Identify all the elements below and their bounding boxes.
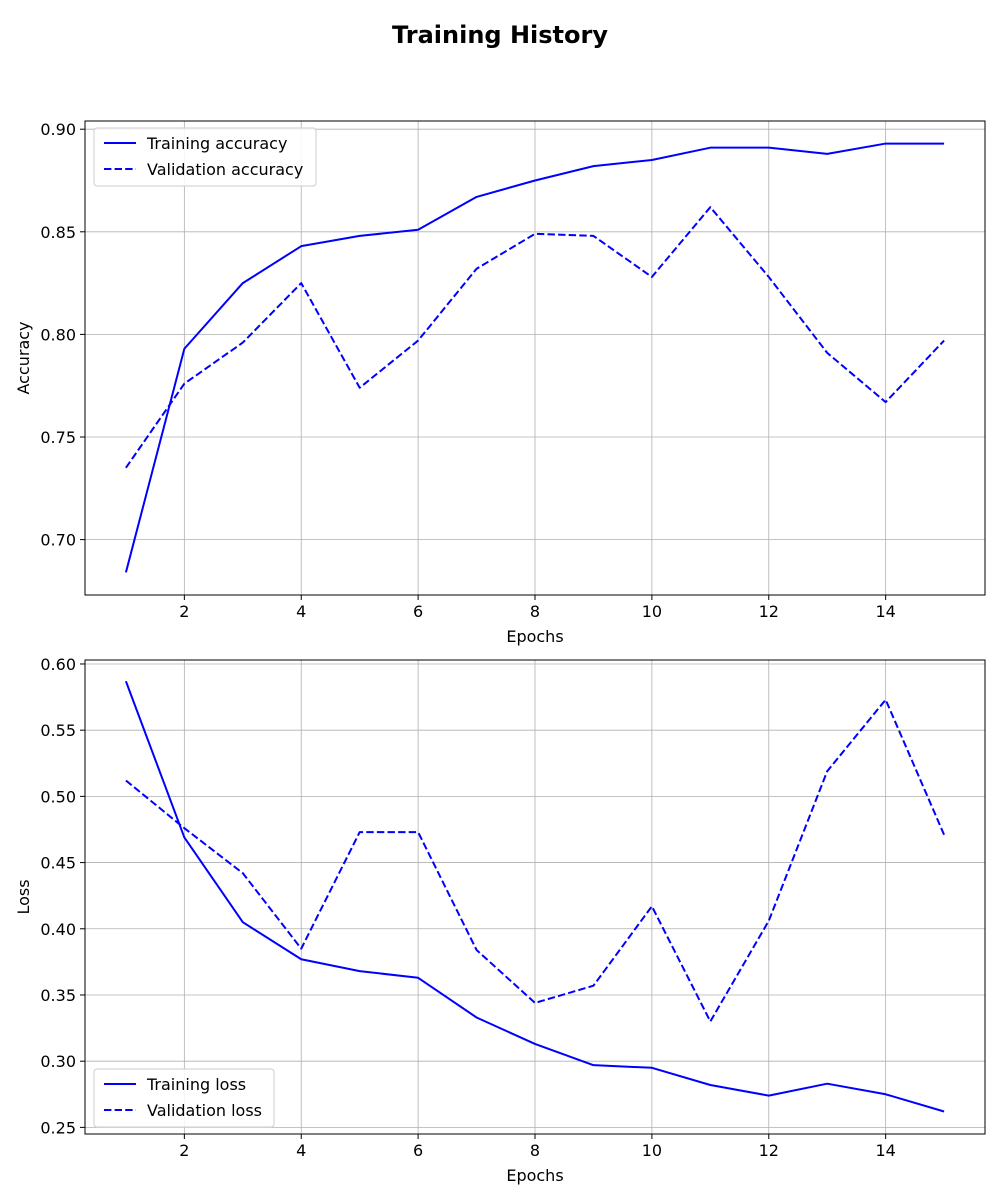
y-tick-label: 0.40 (40, 920, 76, 939)
y-axis-label: Accuracy (14, 321, 33, 394)
y-tick-label: 0.70 (40, 531, 76, 550)
x-tick-label: 8 (530, 602, 540, 621)
y-tick-label: 0.75 (40, 428, 76, 447)
x-tick-label: 6 (413, 602, 423, 621)
legend: Training loss Validation loss (93, 1068, 275, 1128)
series-line-training-loss (124, 680, 945, 1113)
y-tick-label: 0.45 (40, 854, 76, 873)
legend-label-validation-loss: Validation loss (147, 1101, 262, 1120)
y-tick-label: 0.35 (40, 986, 76, 1005)
y-tick-label: 0.55 (40, 721, 76, 740)
x-tick-label: 10 (642, 1141, 662, 1160)
x-tick-label: 8 (530, 1141, 540, 1160)
y-axis-label: Loss (14, 879, 33, 914)
y-tick-label: 0.30 (40, 1052, 76, 1071)
x-axis-label: Epochs (506, 1166, 563, 1185)
y-tick-label: 0.85 (40, 223, 76, 242)
x-axis-label: Epochs (506, 627, 563, 646)
y-tick-label: 0.80 (40, 325, 76, 344)
x-tick-label: 2 (179, 1141, 189, 1160)
series-line-validation-loss (125, 698, 946, 1023)
loss-subplot: 2 4 6 8 10 12 14 0.25 0.30 0.35 0.40 0.45 0.50 0.55 0.… (14, 655, 986, 1185)
legend-box (93, 127, 317, 187)
accuracy-subplot: 2 4 6 8 10 12 14 0.70 0.75 0.80 0.85 0.90 Epochs Accu… (14, 120, 986, 646)
series-line-validation-accuracy (125, 206, 945, 469)
x-tick-label: 12 (759, 1141, 779, 1160)
x-tick-label: 4 (296, 602, 306, 621)
x-tick-label: 6 (413, 1141, 423, 1160)
series-line-training-accuracy (124, 142, 945, 573)
x-tick-label: 12 (759, 602, 779, 621)
y-tick-label: 0.90 (40, 120, 76, 139)
legend-label-training-accuracy: Training accuracy (146, 134, 287, 153)
y-tick-label: 0.50 (40, 787, 76, 806)
x-tick-label: 14 (875, 602, 895, 621)
legend: Training accuracy Validation accuracy (93, 127, 317, 187)
legend-label-training-loss: Training loss (146, 1075, 246, 1094)
figure-title: Training History (392, 21, 608, 49)
legend-box (93, 1068, 275, 1128)
x-tick-label: 10 (642, 602, 662, 621)
legend-label-validation-accuracy: Validation accuracy (147, 160, 303, 179)
y-tick-label: 0.25 (40, 1118, 76, 1137)
x-tick-label: 2 (179, 602, 189, 621)
y-tick-label: 0.60 (40, 655, 76, 674)
x-tick-label: 4 (296, 1141, 306, 1160)
x-tick-label: 14 (875, 1141, 895, 1160)
